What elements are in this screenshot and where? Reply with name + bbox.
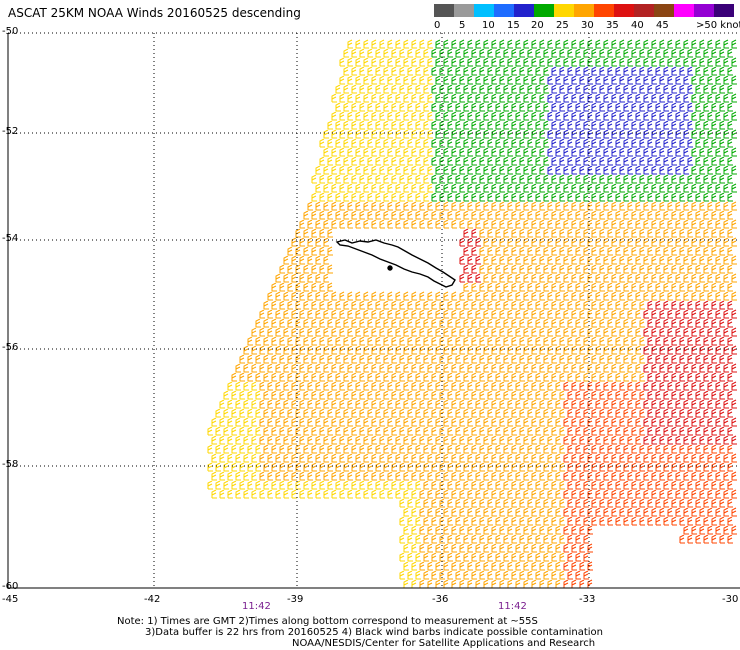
legend-units: >50 knots [696,20,740,31]
lat-label: -54 [2,233,19,244]
legend-tick: 20 [531,20,544,31]
wind-speed-legend: 0 5 10 15 20 25 30 35 40 45 >50 knots [434,4,740,34]
legend-swatch [694,4,714,17]
legend-tick: 15 [507,20,520,31]
wind-barb-field [207,39,737,589]
legend-swatch [554,4,574,17]
legend-swatch [634,4,654,17]
legend-swatch [434,4,454,17]
legend-swatch [674,4,694,17]
lat-label: -52 [2,126,19,137]
lon-label: -45 [2,594,19,605]
south-georgia-coastline [335,239,456,288]
legend-swatch [494,4,514,17]
legend-swatch [594,4,614,17]
lon-label: -33 [579,594,596,605]
legend-swatch [614,4,634,17]
legend-tick: 25 [556,20,569,31]
legend-tick: 35 [606,20,619,31]
footnote-line-2: 3)Data buffer is 22 hrs from 20160525 4)… [145,627,603,638]
pass-time-label: 11:42 [498,601,527,612]
plot-frame [7,33,740,589]
footnote-line-1: Note: 1) Times are GMT 2)Times along bot… [117,616,538,627]
lon-label: -42 [144,594,161,605]
legend-swatch [534,4,554,17]
legend-swatch [714,4,734,17]
legend-tick: 0 [434,20,441,31]
legend-tick: 10 [482,20,495,31]
pass-time-label: 11:42 [242,601,271,612]
map-title: ASCAT 25KM NOAA Winds 20160525 descendin… [8,6,301,20]
legend-tick: 5 [459,20,466,31]
lat-label: -60 [2,581,19,592]
lat-label: -50 [2,26,19,37]
lat-label: -58 [2,459,19,470]
lon-label: -30 [722,594,739,605]
legend-tick: 45 [656,20,669,31]
footnote-line-3: NOAA/NESDIS/Center for Satellite Applica… [292,638,596,649]
legend-swatch [474,4,494,17]
legend-swatch [574,4,594,17]
lon-label: -39 [287,594,304,605]
legend-tick: 40 [631,20,644,31]
legend-tick: 30 [581,20,594,31]
legend-swatch [454,4,474,17]
lon-label: -36 [432,594,449,605]
legend-swatch [514,4,534,17]
graticule-grid [8,32,740,588]
lat-label: -56 [2,342,19,353]
legend-swatch [654,4,674,17]
